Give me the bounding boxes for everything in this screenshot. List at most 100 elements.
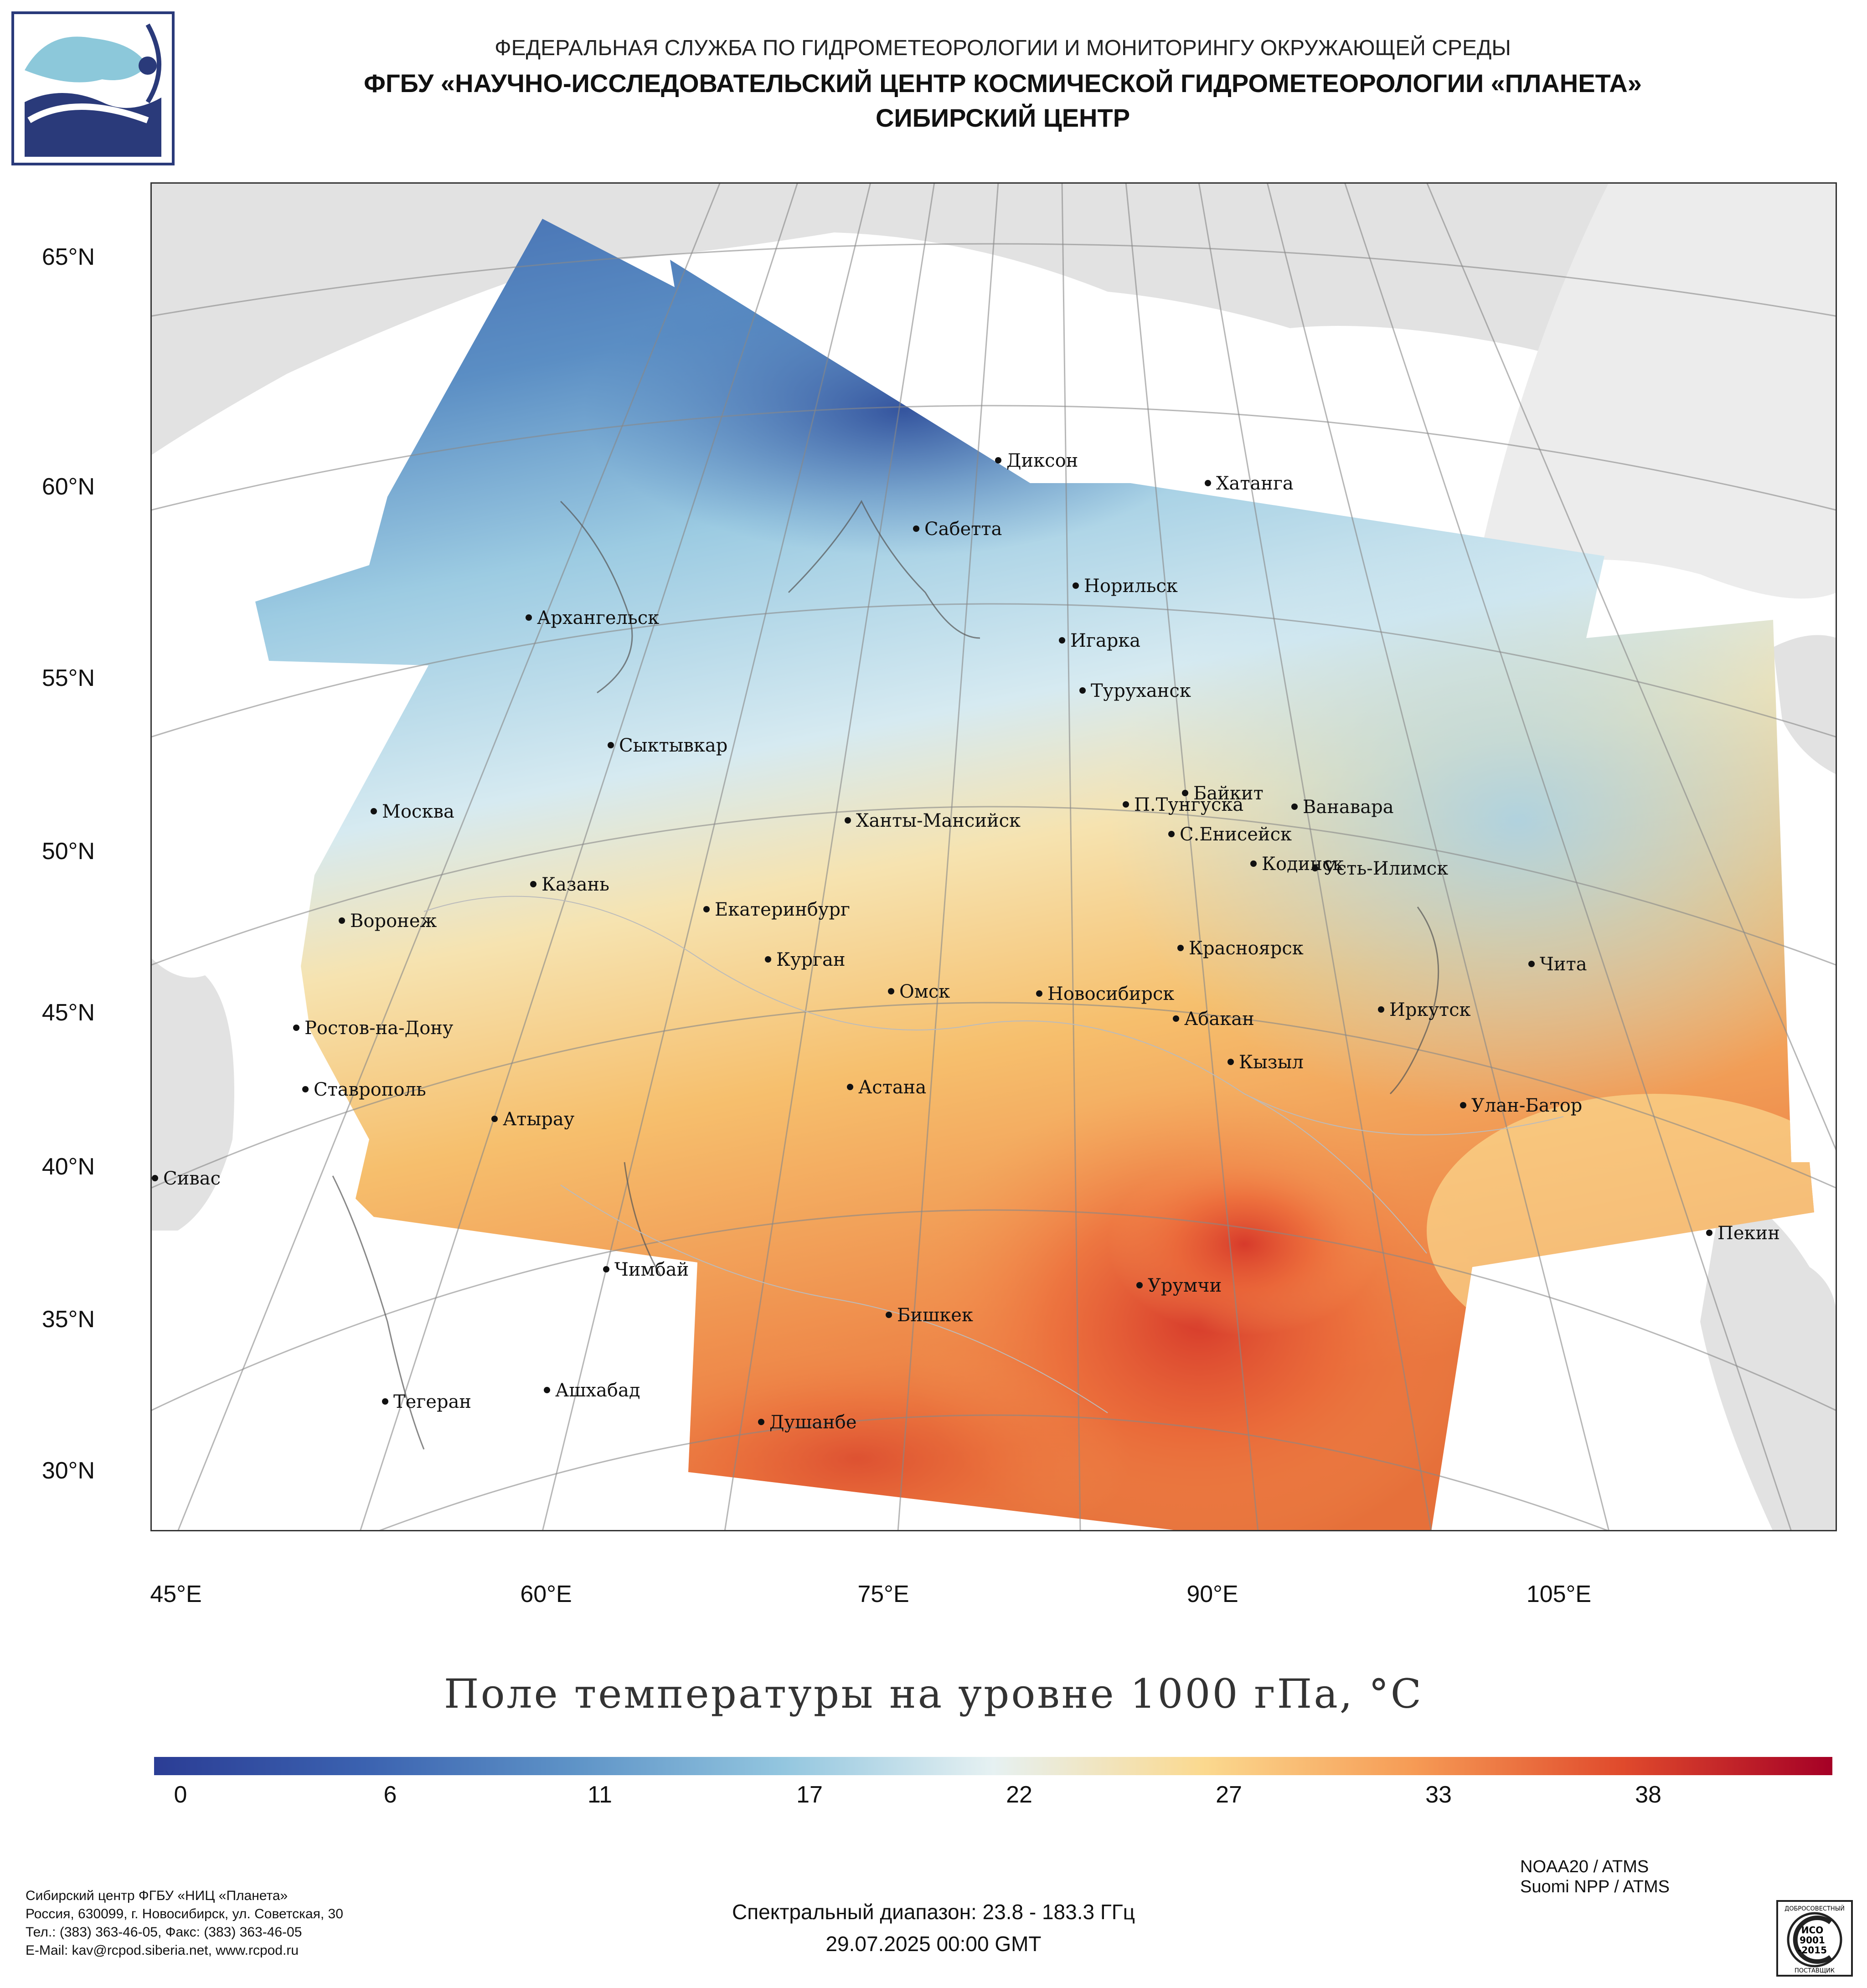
city-dot: [845, 817, 851, 824]
lat-label-30: 30°N: [41, 1458, 95, 1484]
city-marker: Игарка: [1059, 630, 1140, 651]
lat-label-45: 45°N: [41, 999, 95, 1026]
iso-certification-badge: ДОБРОСОВЕСТНЫЙ ИСО 9001 -2015 ПОСТАВЩИК: [1776, 1900, 1853, 1977]
city-dot: [1227, 1059, 1234, 1065]
city-dot: [1073, 582, 1079, 589]
city-label: Сивас: [163, 1168, 221, 1189]
temperature-map: Диксон Хатанга Сабетта Норильск Архангельск И…: [150, 182, 1837, 1531]
city-marker: Иркутск: [1378, 999, 1471, 1020]
lon-label-105: 105°E: [1526, 1581, 1592, 1607]
colorbar-tick-6: 6: [383, 1782, 397, 1808]
city-label: Воронеж: [350, 911, 437, 932]
colorbar-tick-11: 11: [588, 1782, 612, 1808]
iso-line3: -2015: [1798, 1945, 1827, 1956]
city-marker: Екатеринбург: [703, 899, 850, 920]
city-dot: [1136, 1282, 1143, 1288]
map-title: Поле температуры на уровне 1000 гПа, °С: [444, 1670, 1423, 1717]
iso-line2: 9001: [1800, 1935, 1825, 1946]
contact-org: Сибирский центр ФГБУ «НИЦ «Планета»: [26, 1888, 288, 1903]
city-label: Ханты-Мансийск: [856, 810, 1021, 831]
city-label: Курган: [776, 949, 846, 970]
city-dot: [1205, 480, 1211, 486]
city-label: Ванавара: [1303, 797, 1394, 818]
city-dot: [913, 525, 919, 532]
city-marker: Сыктывкар: [608, 735, 727, 756]
city-marker: Ванавара: [1291, 797, 1394, 818]
city-label: Усть-Илимск: [1323, 858, 1448, 879]
city-marker: Ханты-Мансийск: [845, 810, 1021, 831]
city-dot: [526, 614, 532, 621]
city-dot: [847, 1084, 853, 1090]
city-marker: Ашхабад: [544, 1380, 640, 1401]
city-marker: Хатанга: [1205, 473, 1294, 494]
city-label: Архангельск: [537, 608, 659, 628]
city-marker: П.Тунгуска: [1123, 794, 1243, 815]
sensor-list: NOAA20 / ATMS Suomi NPP / ATMS: [1520, 1857, 1670, 1897]
city-marker: Сивас: [152, 1168, 221, 1189]
lon-label-60: 60°E: [520, 1581, 572, 1607]
lat-label-55: 55°N: [41, 665, 95, 691]
iso-bottom-text: ПОСТАВЩИК: [1795, 1967, 1835, 1974]
lon-label-90: 90°E: [1186, 1581, 1238, 1607]
city-marker: Ставрополь: [302, 1079, 426, 1100]
contact-info: Сибирский центр ФГБУ «НИЦ «Планета» Росс…: [26, 1887, 343, 1960]
city-dot: [1250, 860, 1257, 867]
city-dot: [1168, 831, 1175, 837]
city-dot: [339, 917, 345, 924]
city-label: Астана: [858, 1077, 926, 1098]
city-dot: [886, 1312, 892, 1318]
planeta-logo: [11, 11, 175, 165]
city-marker: Кызыл: [1227, 1052, 1304, 1073]
contact-email: E-Mail: kav@rcpod.siberia.net, www.rcpod…: [26, 1943, 299, 1958]
header-center: СИБИРСКИЙ ЦЕНТР: [875, 103, 1130, 132]
city-dot: [1177, 945, 1184, 951]
city-dot: [703, 906, 710, 912]
city-marker: Казань: [530, 874, 609, 895]
iso-line1: ИСО: [1801, 1925, 1823, 1936]
city-dot: [371, 808, 377, 814]
contact-address: Россия, 630099, г. Новосибирск, ул. Сове…: [26, 1906, 343, 1921]
city-marker: Урумчи: [1136, 1275, 1222, 1296]
city-label: Пекин: [1717, 1223, 1780, 1244]
city-dot: [765, 956, 771, 963]
city-label: Чимбай: [614, 1259, 689, 1280]
city-marker: Улан-Батор: [1460, 1095, 1582, 1116]
city-dot: [1036, 990, 1042, 997]
city-marker: Сабетта: [913, 519, 1002, 540]
city-label: Кызыл: [1239, 1052, 1304, 1073]
header-agency: ФЕДЕРАЛЬНАЯ СЛУЖБА ПО ГИДРОМЕТЕОРОЛОГИИ …: [495, 36, 1511, 60]
colorbar-tick-38: 38: [1635, 1782, 1661, 1808]
lon-label-45: 45°E: [150, 1581, 202, 1607]
city-marker: Пекин: [1706, 1223, 1780, 1244]
city-label: Атырау: [503, 1109, 575, 1130]
city-label: Кодинск: [1262, 854, 1344, 875]
city-label: Улан-Батор: [1471, 1095, 1582, 1116]
city-marker: Чимбай: [603, 1259, 689, 1280]
colorbar-tick-27: 27: [1216, 1782, 1242, 1808]
city-marker: Атырау: [491, 1109, 575, 1130]
city-dot: [608, 742, 614, 748]
city-label: Байкит: [1193, 783, 1264, 804]
city-marker: Душанбе: [758, 1412, 857, 1433]
city-marker: Кодинск: [1250, 854, 1344, 875]
city-label: Чита: [1540, 954, 1587, 975]
city-dot: [152, 1175, 158, 1181]
city-label: Екатеринбург: [715, 899, 850, 920]
city-marker: Байкит: [1182, 783, 1264, 804]
city-dot: [1182, 790, 1188, 796]
lat-label-40: 40°N: [41, 1154, 95, 1180]
city-dot: [1378, 1006, 1384, 1013]
colorbar-tick-33: 33: [1425, 1782, 1452, 1808]
city-marker: Курган: [765, 949, 846, 970]
city-label: Ростов-на-Дону: [304, 1018, 454, 1039]
city-dot: [1460, 1102, 1466, 1108]
city-label: Иркутск: [1389, 999, 1471, 1020]
city-dot: [1706, 1230, 1712, 1236]
city-dot: [1528, 961, 1535, 967]
city-label: Ашхабад: [555, 1380, 640, 1401]
city-dot: [1291, 803, 1298, 810]
city-marker: Тегеран: [382, 1391, 471, 1412]
city-dot: [1173, 1015, 1179, 1022]
city-marker: Ростов-на-Дону: [293, 1018, 454, 1039]
spectral-range: Спектральный диапазон: 23.8 - 183.3 ГГц: [732, 1900, 1135, 1924]
